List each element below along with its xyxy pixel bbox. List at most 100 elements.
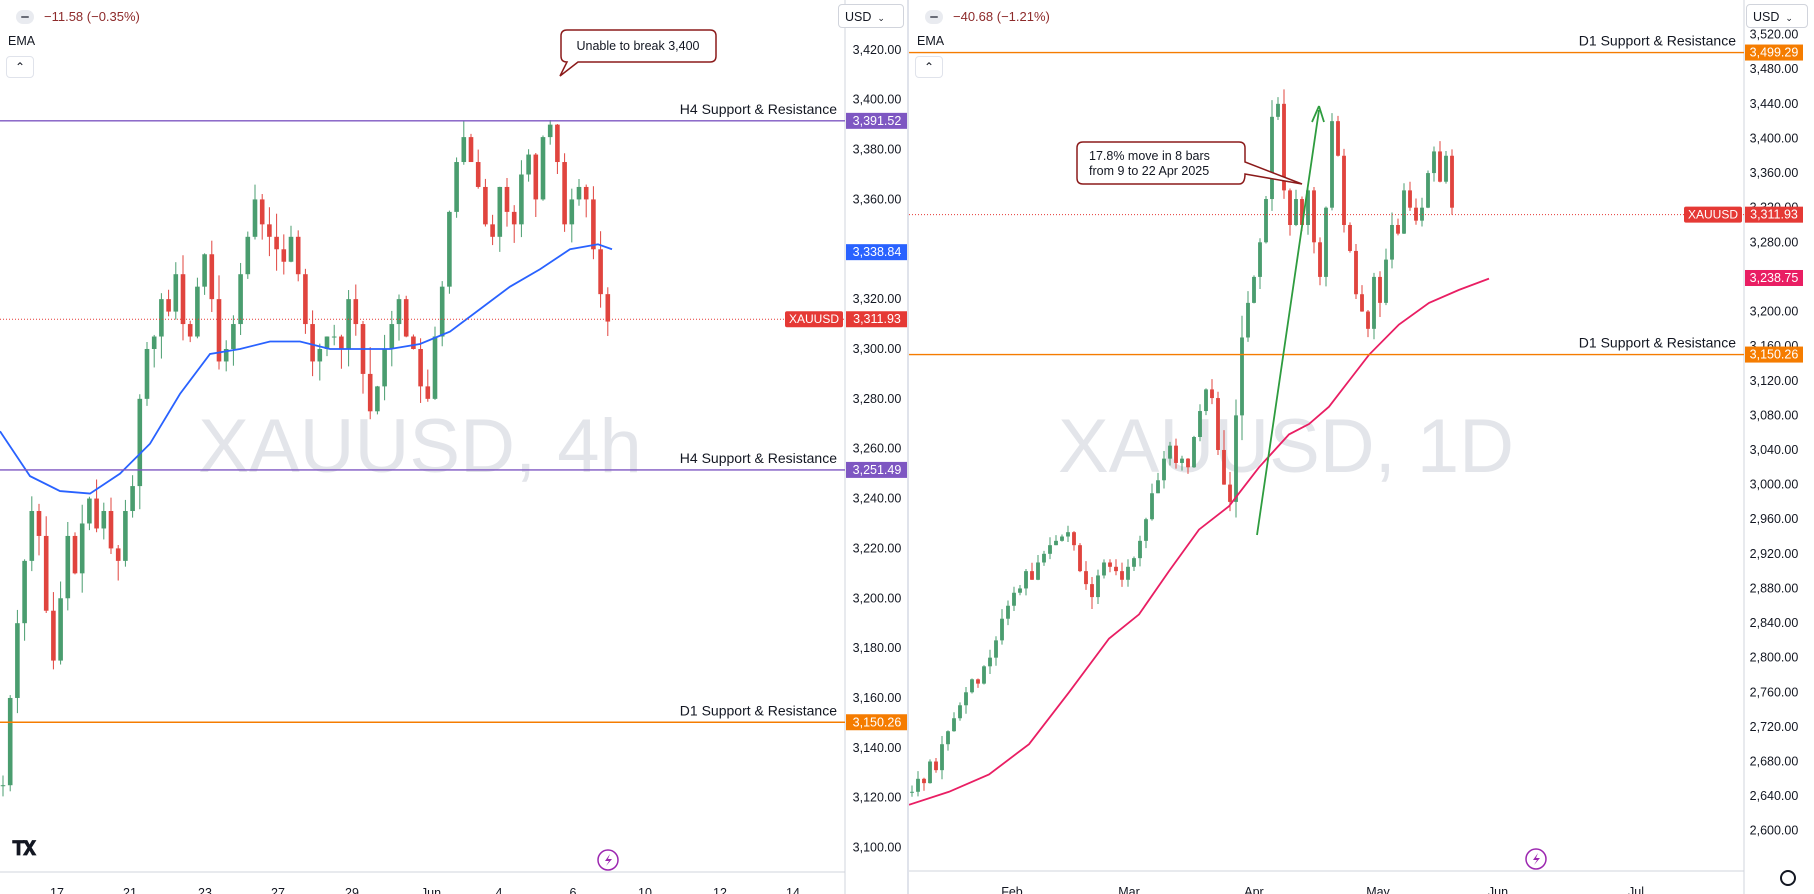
- currency-select[interactable]: USD ⌄: [838, 4, 904, 28]
- candle-body: [1366, 311, 1370, 329]
- time-tick-label: Feb: [1001, 885, 1023, 894]
- price-tick-label: 3,280.00: [853, 392, 902, 406]
- callout-box: [1076, 141, 1303, 185]
- candle-body: [1192, 437, 1196, 468]
- candle-body: [15, 623, 20, 698]
- indicator-label-ema[interactable]: EMA: [8, 34, 36, 48]
- settings-gear-icon[interactable]: [1780, 870, 1796, 886]
- candle-body: [411, 336, 416, 349]
- ema-line: [0, 243, 613, 495]
- candle-body: [346, 299, 351, 349]
- candle-body: [367, 373, 373, 412]
- candle-body: [1294, 199, 1298, 225]
- currency-select[interactable]: USD ⌄: [1746, 4, 1808, 28]
- price-tick-label: 3,360.00: [1750, 166, 1799, 180]
- candle-body: [1378, 276, 1382, 303]
- price-tick-label: 3,200.00: [1750, 305, 1799, 319]
- chart-pane-4h[interactable]: XAUUSD, 4h 3,420.00 3,400.00 3,380.00 3,360.…: [0, 0, 909, 894]
- currency-value: USD: [1753, 10, 1780, 24]
- price-tick-label: 3,320.00: [853, 292, 902, 306]
- candle-body: [555, 124, 560, 163]
- chevron-down-icon: ⌄: [877, 13, 885, 23]
- candle-body: [1090, 584, 1094, 598]
- price-tick-label: 3,440.00: [1750, 97, 1799, 111]
- candle-body: [310, 324, 315, 362]
- candle-body: [1132, 558, 1136, 567]
- legend-toggle-icon[interactable]: [16, 9, 34, 24]
- candle-body: [982, 666, 986, 684]
- callout-text-line2: from 9 to 22 Apr 2025: [1089, 164, 1209, 178]
- legend-toggle-icon[interactable]: [925, 9, 943, 24]
- lightning-icon: [597, 849, 619, 871]
- price-tick-label: 3,000.00: [1750, 478, 1799, 492]
- ema-price-label: 3,238.75: [1750, 271, 1799, 285]
- time-tick-label: Jul: [1628, 885, 1644, 894]
- candle-body: [1318, 242, 1322, 277]
- candle-body: [958, 705, 962, 719]
- price-tick-label: 3,360.00: [853, 192, 902, 206]
- symbol-tag: [785, 311, 843, 328]
- candle-body: [497, 186, 503, 237]
- candle-body: [353, 299, 359, 325]
- candle-body: [439, 286, 445, 337]
- candle-body: [1072, 532, 1076, 546]
- candle-body: [1450, 155, 1454, 208]
- candle-body: [1156, 480, 1160, 494]
- candle-body: [1342, 155, 1346, 225]
- candle-body: [1234, 415, 1238, 502]
- candle-body: [1204, 389, 1208, 412]
- candle-body: [303, 274, 308, 325]
- candle-body: [1084, 571, 1088, 585]
- candle-body: [259, 199, 265, 225]
- candle-body: [1030, 571, 1034, 580]
- level-label: D1 Support & Resistance: [1579, 335, 1736, 351]
- arrow-head-icon: [1311, 105, 1325, 123]
- chart-watermark: XAUUSD, 4h: [198, 404, 642, 489]
- candle-body: [151, 336, 157, 349]
- candle-body: [475, 162, 481, 187]
- collapse-indicators-button[interactable]: ⌃: [6, 56, 34, 78]
- candle-body: [526, 154, 531, 175]
- candle-body: [583, 186, 589, 200]
- candle-body: [1312, 190, 1316, 243]
- candle-body: [209, 254, 215, 300]
- candle-body: [1360, 294, 1364, 312]
- candle-body: [1276, 103, 1280, 117]
- chart-pane-1d[interactable]: XAUUSD, 1D 3,520.00 3,480.00 3,440.00 3,400.…: [909, 0, 1814, 894]
- candle-body: [970, 679, 974, 693]
- candle-body: [461, 137, 467, 163]
- candle-body: [1372, 276, 1376, 329]
- price-tick-label: 3,300.00: [853, 342, 902, 356]
- indicator-label-ema[interactable]: EMA: [917, 34, 945, 48]
- candle-body: [267, 224, 272, 237]
- lightning-bolt-glyph: [605, 854, 612, 866]
- candle-body: [1336, 121, 1340, 156]
- chart-canvas-1d[interactable]: XAUUSD, 1D 3,520.00 3,480.00 3,440.00 3,400.…: [909, 0, 1814, 894]
- chart-canvas-4h[interactable]: XAUUSD, 4h 3,420.00 3,400.00 3,380.00 3,360.…: [0, 0, 909, 894]
- collapse-indicators-button[interactable]: ⌃: [915, 56, 943, 78]
- price-change-text: −40.68 (−1.21%): [953, 9, 1050, 25]
- candle-body: [1000, 618, 1004, 641]
- candle-body: [483, 186, 488, 225]
- ema-price-tag: [1745, 269, 1803, 286]
- candle-body: [43, 535, 49, 611]
- candle-body: [922, 778, 926, 784]
- price-tick-label: 3,260.00: [853, 442, 902, 456]
- level-price-tag: [846, 112, 908, 129]
- currency-value: USD: [845, 10, 872, 24]
- level-price-tag: [1745, 44, 1803, 61]
- callout-text: Unable to break 3,400: [576, 39, 699, 53]
- candle-body: [1036, 562, 1040, 580]
- candle-body: [281, 249, 287, 262]
- candle-body: [1228, 484, 1232, 502]
- candle-body: [51, 610, 56, 661]
- candle-body: [547, 124, 553, 138]
- candle-body: [1120, 571, 1124, 580]
- chevron-up-icon: ⌃: [923, 60, 935, 74]
- price-tick-label: 3,520.00: [1750, 28, 1799, 42]
- candle-body: [130, 486, 135, 512]
- time-tick-label: 4: [496, 886, 503, 894]
- candle-body: [396, 299, 402, 325]
- candle-body: [94, 498, 99, 529]
- candle-body: [504, 186, 510, 212]
